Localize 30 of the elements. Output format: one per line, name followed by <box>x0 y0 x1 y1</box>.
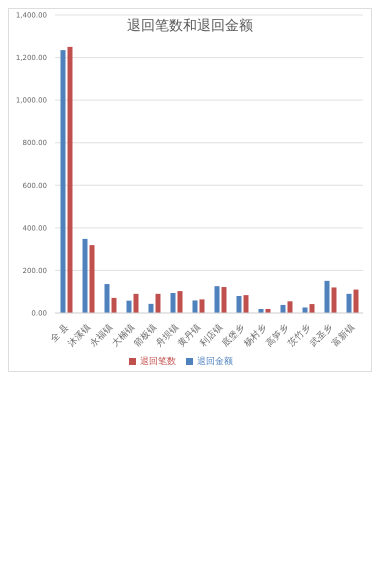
bar <box>82 238 88 313</box>
bar <box>200 299 204 313</box>
bar <box>192 300 198 313</box>
bar <box>90 245 94 313</box>
bar <box>134 294 138 313</box>
legend-label: 退回金额 <box>197 357 233 367</box>
legend-label: 退回笔数 <box>140 357 176 367</box>
bar <box>60 50 66 313</box>
bar <box>148 304 154 313</box>
bar <box>104 284 110 313</box>
bar <box>244 295 248 313</box>
x-tick-label: 富新镇 <box>330 322 357 350</box>
bar <box>310 304 314 313</box>
bar <box>126 300 132 313</box>
bar <box>346 294 352 313</box>
bar <box>222 287 226 313</box>
bar <box>170 292 176 313</box>
bar <box>332 287 336 313</box>
bar <box>178 291 182 313</box>
chart-title: 退回笔数和退回金额 <box>127 18 253 34</box>
bar <box>112 298 116 313</box>
bar <box>324 280 330 313</box>
bar <box>68 46 72 313</box>
bar <box>156 294 160 313</box>
bar <box>288 301 292 313</box>
bar <box>236 296 242 313</box>
bar <box>354 290 358 313</box>
bar <box>214 286 220 313</box>
bar <box>280 304 286 313</box>
bar <box>302 307 308 313</box>
